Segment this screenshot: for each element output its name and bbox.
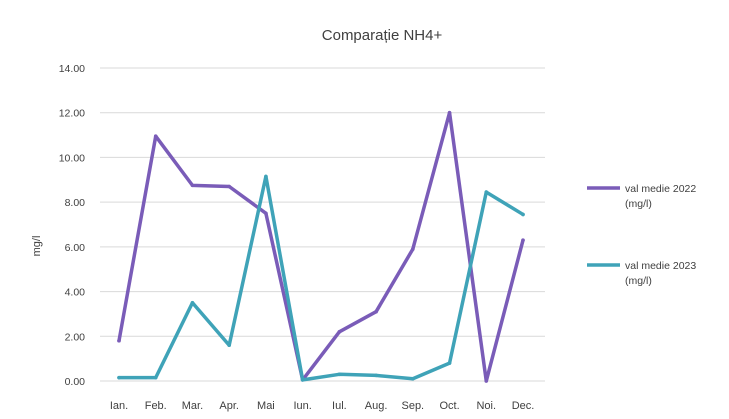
data-point: [300, 378, 305, 382]
series-lines: [117, 110, 525, 383]
x-axis-ticks: Ian. Feb. Mar. Apr. Mai Iun. Iul. Aug. Sep. Oct. N…: [110, 400, 534, 412]
y-tick-label: 4.00: [65, 287, 86, 299]
chart-title: Comparație NH4+: [322, 27, 443, 44]
x-tick-label: Sep.: [401, 400, 424, 412]
y-axis-label: mg/l: [31, 236, 43, 257]
y-tick-label: 8.00: [65, 197, 86, 209]
y-axis-ticks: 0.00 2.00 4.00 6.00 8.00 10.00 12.00 14.00: [59, 63, 85, 388]
data-point: [264, 174, 268, 179]
data-point: [447, 361, 452, 365]
x-tick-label: Feb.: [145, 400, 167, 412]
y-tick-label: 14.00: [59, 63, 85, 75]
x-tick-label: Ian.: [110, 400, 128, 412]
data-point: [411, 247, 415, 251]
y-tick-label: 12.00: [59, 108, 85, 120]
data-point: [190, 300, 195, 305]
data-point: [117, 338, 121, 343]
x-tick-label: Aug.: [365, 400, 388, 412]
x-tick-label: Mai: [257, 400, 275, 412]
legend-label: (mg/l): [625, 198, 652, 210]
x-tick-label: Dec.: [512, 400, 535, 412]
data-point: [521, 212, 525, 217]
y-tick-label: 10.00: [59, 152, 85, 164]
legend: val medie 2022 (mg/l) val medie 2023 (mg/l): [587, 183, 696, 287]
legend-label: val medie 2023: [625, 260, 696, 272]
data-point: [337, 372, 342, 377]
data-point: [374, 309, 378, 314]
data-point: [153, 375, 158, 380]
data-point: [521, 238, 525, 242]
data-point: [484, 379, 489, 383]
legend-label: (mg/l): [625, 275, 652, 287]
x-tick-label: Apr.: [219, 400, 239, 412]
x-tick-label: Oct.: [439, 400, 459, 412]
x-tick-label: Iul.: [332, 400, 347, 412]
x-tick-label: Iun.: [293, 400, 311, 412]
data-point: [374, 373, 378, 378]
data-point: [447, 110, 452, 115]
data-point: [264, 211, 268, 216]
data-point: [411, 376, 415, 381]
y-tick-label: 6.00: [65, 242, 86, 254]
y-tick-label: 2.00: [65, 331, 86, 343]
data-point: [227, 343, 231, 348]
series-line-2: [117, 174, 525, 382]
data-point: [227, 184, 231, 189]
data-point: [153, 134, 158, 138]
y-tick-label: 0.00: [65, 376, 86, 388]
series-line-1: [117, 110, 525, 383]
data-point: [190, 183, 195, 188]
data-point: [484, 190, 489, 194]
data-point: [117, 375, 121, 380]
legend-label: val medie 2022: [625, 183, 696, 195]
x-tick-label: Mar.: [182, 400, 203, 412]
x-tick-label: Noi.: [476, 400, 496, 412]
data-point: [337, 330, 342, 334]
